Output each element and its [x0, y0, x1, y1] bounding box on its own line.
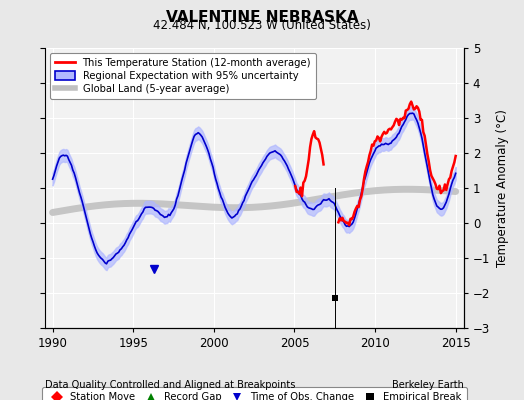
Text: Data Quality Controlled and Aligned at Breakpoints: Data Quality Controlled and Aligned at B…	[45, 380, 295, 390]
Legend: Station Move, Record Gap, Time of Obs. Change, Empirical Break: Station Move, Record Gap, Time of Obs. C…	[41, 387, 467, 400]
Text: 42.484 N, 100.523 W (United States): 42.484 N, 100.523 W (United States)	[153, 19, 371, 32]
Text: VALENTINE NEBRASKA: VALENTINE NEBRASKA	[166, 10, 358, 25]
Y-axis label: Temperature Anomaly (°C): Temperature Anomaly (°C)	[496, 109, 509, 267]
Text: Berkeley Earth: Berkeley Earth	[392, 380, 464, 390]
